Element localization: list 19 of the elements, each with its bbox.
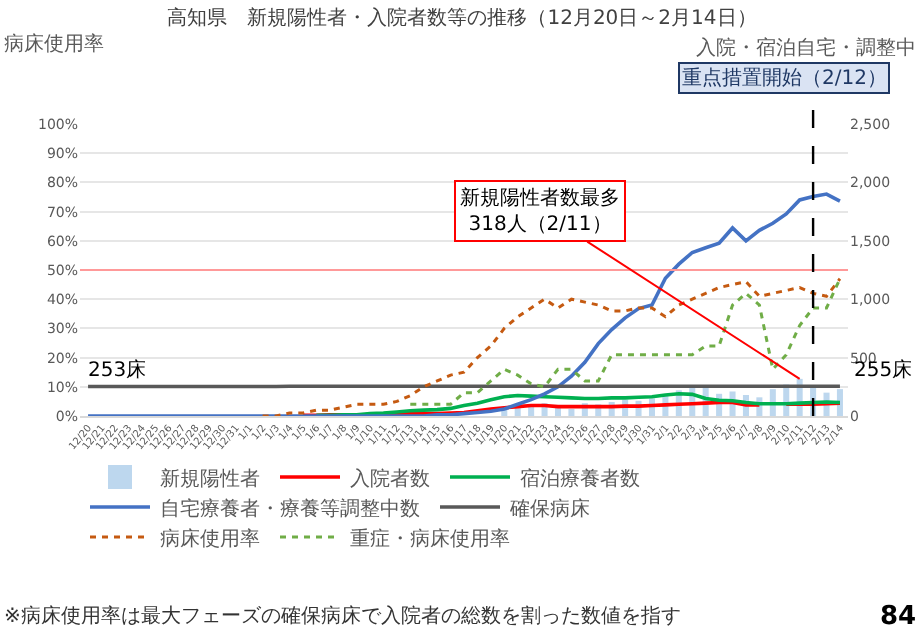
- legend-label: 宿泊療養者数: [520, 466, 640, 491]
- text: ※病床使用率は最大フェーズの確保病床で入院者の総数を割った数値を指す: [4, 604, 681, 628]
- legend-label: 新規陽性者: [160, 466, 260, 491]
- y-axis-title: 入院・宿泊自宅・調整中: [696, 36, 916, 60]
- legend-label: 確保病床: [508, 496, 590, 521]
- text: 84: [880, 602, 917, 632]
- annotation: 253床: [88, 358, 147, 382]
- line-series: [408, 277, 842, 406]
- ref-line-label: 重点措置開始（2/12）: [682, 66, 887, 90]
- chart-title: 高知県 新規陽性者・入院者数等の推移（12月20日～2月14日）: [167, 5, 757, 30]
- bar: [836, 389, 843, 416]
- line-series: [261, 277, 842, 416]
- legend-label: 入院者数: [350, 466, 430, 491]
- legend-label: 病床使用率: [160, 526, 260, 551]
- bar: [568, 409, 575, 416]
- legend-label: 自宅療養者・療養等調整中数: [160, 496, 420, 521]
- legend-label: 重症・病床使用率: [350, 526, 510, 551]
- annotation: 新規陽性者数最多318人（2/11）: [460, 186, 620, 236]
- y2-axis-title: 病床使用率: [4, 32, 104, 56]
